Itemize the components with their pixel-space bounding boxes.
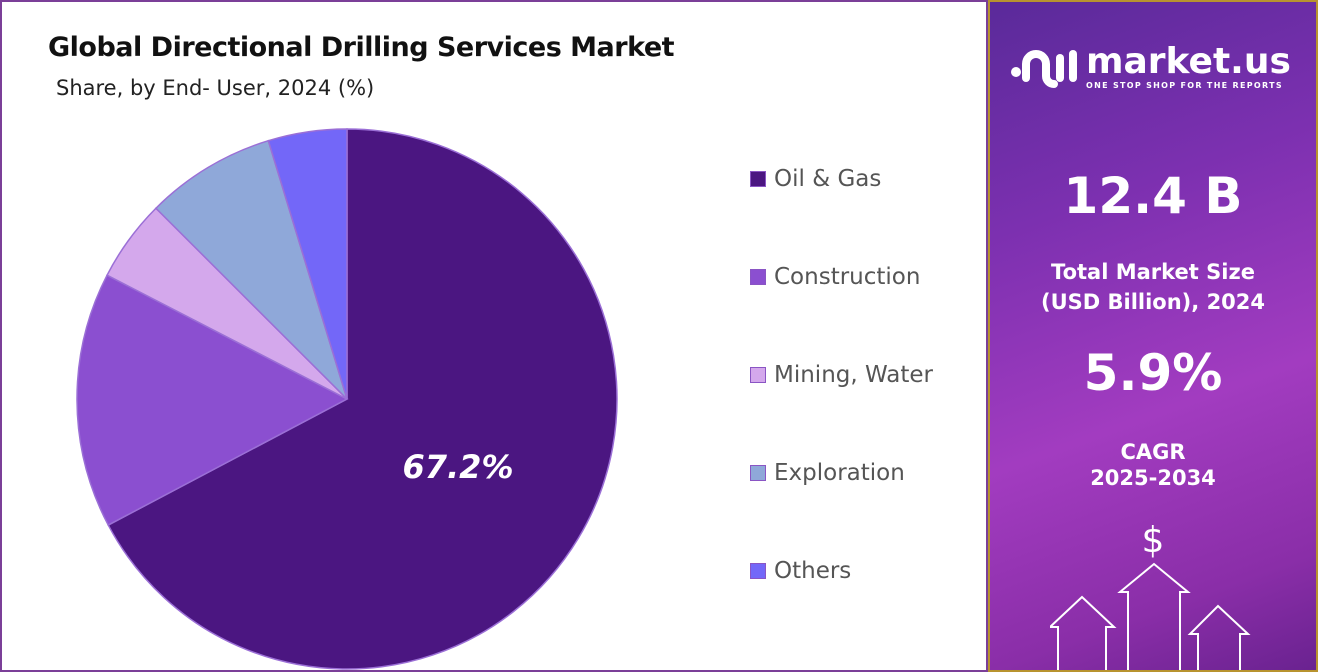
market-size-label-2: (USD Billion), 2024	[1040, 290, 1266, 314]
pie-slice-construction	[76, 274, 349, 527]
legend-label: Exploration	[774, 460, 905, 486]
legend-swatch	[750, 563, 766, 579]
legend-label: Oil & Gas	[774, 166, 882, 192]
logo-tagline: ONE STOP SHOP FOR THE REPORTS	[1086, 81, 1283, 90]
market-size-label: Total Market Size	[1051, 260, 1255, 284]
chart-subtitle: Share, by End- User, 2024 (%)	[56, 76, 375, 100]
market-us-logo: market.us ONE STOP SHOP FOR THE REPORTS	[1010, 42, 1291, 92]
summary-panel: market.us ONE STOP SHOP FOR THE REPORTS …	[988, 0, 1318, 672]
legend-item: Exploration	[750, 460, 905, 486]
data-label: 67.2%	[402, 448, 513, 486]
pie-chart: 67.2%	[76, 128, 618, 670]
legend-item: Construction	[750, 264, 920, 290]
legend-swatch	[750, 171, 766, 187]
legend-swatch	[750, 367, 766, 383]
pie-slice-exploration	[154, 139, 348, 400]
chart-title: Global Directional Drilling Services Mar…	[48, 32, 675, 63]
market-size-value: 12.4 B	[1063, 167, 1243, 225]
pie-slice-others	[267, 128, 348, 400]
logo-mark-icon	[1011, 50, 1077, 88]
legend-label: Construction	[774, 264, 921, 290]
growth-arrows-icon	[1050, 562, 1251, 670]
cagr-value: 5.9%	[1083, 344, 1223, 402]
cagr-label: CAGR	[1120, 440, 1186, 464]
logo-name: market.us	[1086, 41, 1291, 82]
cagr-period: 2025-2034	[1090, 466, 1216, 490]
legend-item: Mining, Water	[750, 362, 933, 388]
legend-label: Others	[774, 558, 852, 584]
legend-item: Oil & Gas	[750, 166, 881, 192]
dollar-icon: $	[1141, 520, 1165, 561]
legend-label: Mining, Water	[774, 362, 933, 388]
legend-swatch	[750, 465, 766, 481]
legend-item: Others	[750, 558, 851, 584]
legend-swatch	[750, 269, 766, 285]
pie-slice-oil-gas	[107, 128, 618, 670]
